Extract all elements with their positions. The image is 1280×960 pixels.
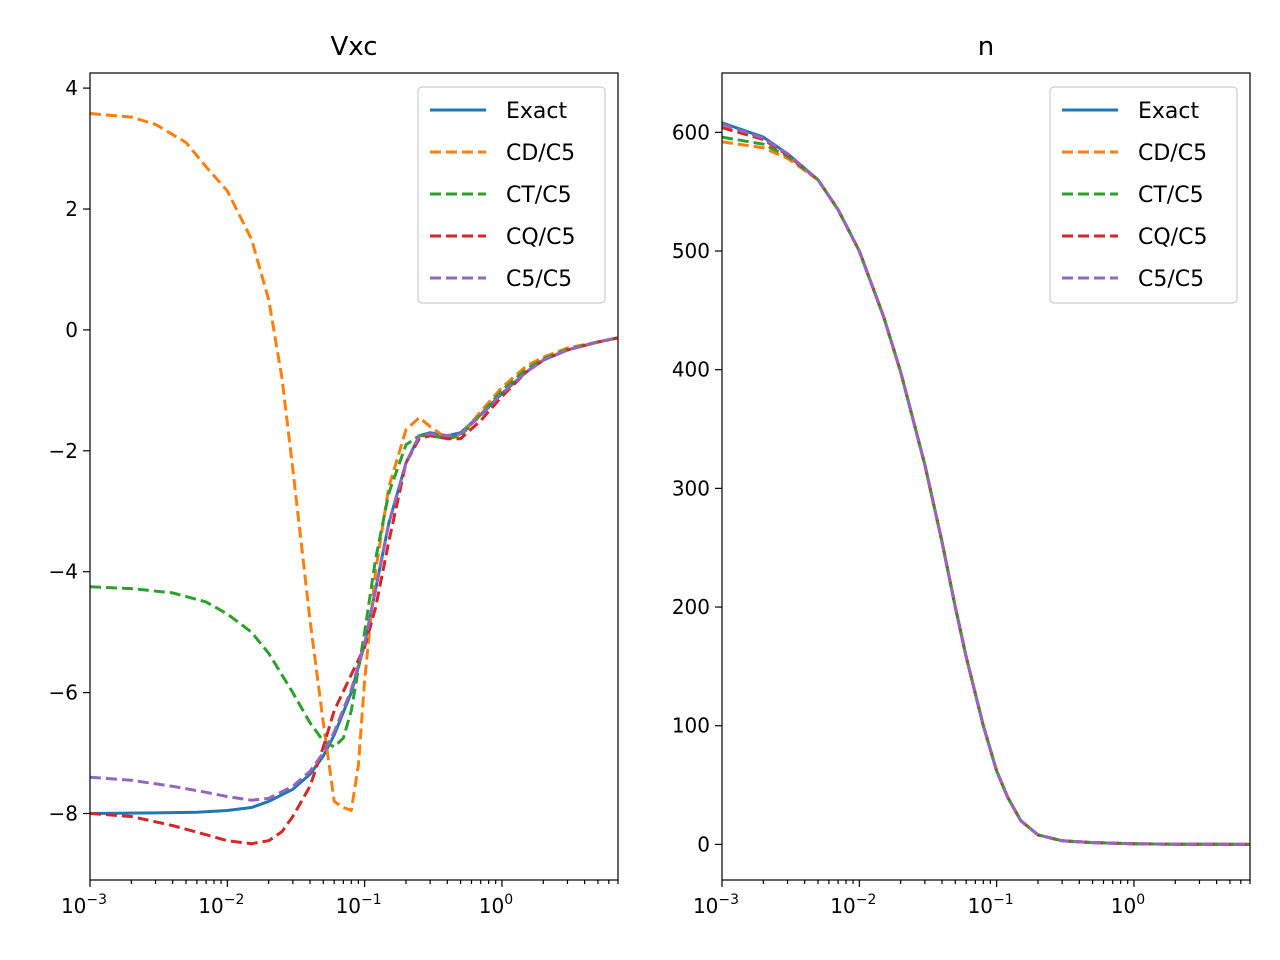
x-tick-label-exponent: −2: [224, 892, 245, 908]
series-line-cq-c5-vxc: [90, 336, 618, 846]
panel-title-vxc: Vxc: [330, 32, 377, 62]
series-line-c5-c5-n: [722, 122, 1250, 846]
x-tick-label-base: 10: [336, 894, 361, 918]
series-line-c5-c5-vxc: [90, 336, 618, 802]
legend-label-exact: Exact: [1138, 99, 1199, 124]
x-tick-label: 10−2: [830, 892, 876, 918]
x-tick-label-exponent: −2: [856, 892, 877, 908]
series-group-n: [722, 121, 1250, 846]
x-tick-label-exponent: −1: [993, 892, 1014, 908]
x-tick-label-base: 10: [830, 894, 855, 918]
x-tick-label-exponent: −1: [361, 892, 382, 908]
axes-frame-n: [721, 72, 1251, 881]
x-tick-label-base: 10: [968, 894, 993, 918]
legend-label-c5-c5: C5/C5: [1138, 267, 1204, 292]
legend-box-n: [1049, 86, 1238, 304]
series-group-vxc: [90, 112, 618, 846]
y-tick-label: 300: [672, 476, 710, 500]
x-tick-label-exponent: −3: [718, 892, 739, 908]
x-tick-label: 10−1: [968, 892, 1014, 918]
legend-label-cd-c5: CD/C5: [1138, 141, 1207, 166]
legend-label-exact: Exact: [506, 99, 567, 124]
y-axis-vxc: 4 2 0 −2 −4 −6 −8: [49, 76, 90, 826]
y-tick-label: 2: [65, 197, 78, 221]
x-tick-label: 100: [479, 892, 513, 918]
legend-label-cd-c5: CD/C5: [506, 141, 575, 166]
legend-box-vxc: [417, 86, 606, 304]
y-tick-label: 0: [697, 832, 710, 856]
x-tick-label: 10−3: [61, 892, 107, 918]
y-tick-label: −2: [49, 439, 78, 463]
legend-label-ct-c5: CT/C5: [1138, 183, 1204, 208]
y-tick-label: 0: [65, 318, 78, 342]
legend-label-cq-c5: CQ/C5: [1138, 225, 1207, 250]
legend-label-ct-c5: CT/C5: [506, 183, 572, 208]
y-tick-label: −4: [49, 560, 78, 584]
y-tick-label: −6: [49, 681, 78, 705]
x-tick-label-exponent: 0: [1136, 892, 1145, 908]
series-line-cd-c5-vxc: [90, 112, 618, 812]
x-axis-vxc: 10−3 10−2 10−1 100: [61, 880, 619, 918]
x-tick-label-base: 10: [198, 894, 223, 918]
x-tick-label: 100: [1111, 892, 1145, 918]
x-tick-label: 10−1: [336, 892, 382, 918]
y-tick-label: 200: [672, 595, 710, 619]
x-tick-label-base: 10: [61, 894, 86, 918]
x-tick-label-exponent: 0: [504, 892, 513, 908]
y-tick-label: 500: [672, 239, 710, 263]
series-line-ct-c5-vxc: [90, 336, 618, 749]
x-tick-label: 10−2: [198, 892, 244, 918]
x-tick-label-base: 10: [1111, 894, 1136, 918]
y-axis-n: 600 500 400 300 200 100 0: [672, 120, 722, 856]
x-tick-label: 10−3: [693, 892, 739, 918]
x-tick-label-base: 10: [479, 894, 504, 918]
panel-vxc: Vxc 10−3 10−2 10−1 100 420−2−4−6−8 ExactCD/…: [49, 32, 619, 918]
legend-n: Exact CD/C5 CT/C5 CQ/C5 C5/C5: [1049, 86, 1238, 304]
y-tick-label: 100: [672, 714, 710, 738]
x-tick-label-exponent: −3: [86, 892, 107, 908]
x-tick-label-base: 10: [693, 894, 718, 918]
panel-title-n: n: [978, 32, 994, 62]
axes-frame-vxc: [89, 72, 619, 881]
y-tick-label: 600: [672, 120, 710, 144]
y-tick-label: 4: [65, 76, 78, 100]
y-tick-label: 400: [672, 358, 710, 382]
legend-label-c5-c5: C5/C5: [506, 267, 572, 292]
legend-label-cq-c5: CQ/C5: [506, 225, 575, 250]
legend-vxc: Exact CD/C5 CT/C5 CQ/C5 C5/C5: [417, 86, 606, 304]
x-axis-n: 10−3 10−2 10−1 100: [693, 880, 1251, 918]
y-tick-label: −8: [49, 802, 78, 826]
